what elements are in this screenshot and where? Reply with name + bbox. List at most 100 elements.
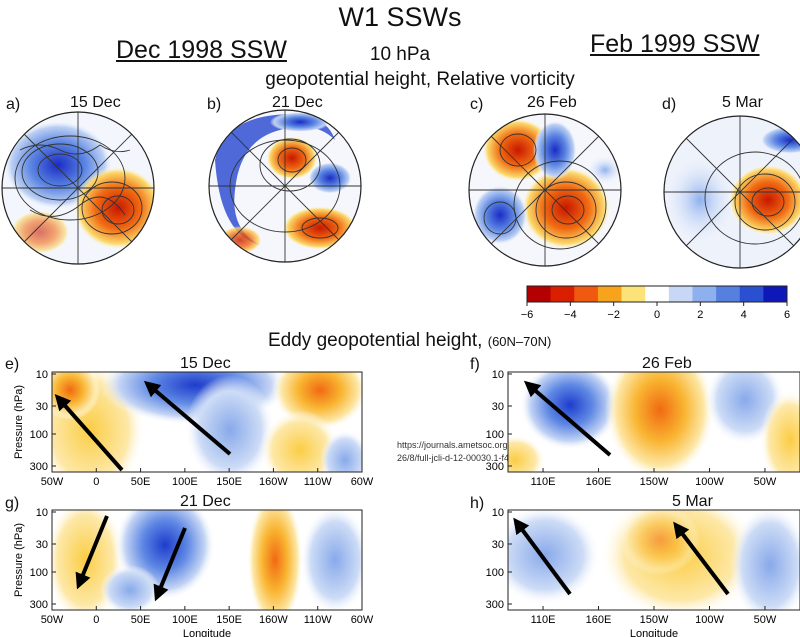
level-label: 10 hPa — [369, 44, 431, 65]
x-tick-label: 60W — [351, 614, 374, 626]
colorbar-segment — [739, 286, 764, 302]
panel-title-b: 21 Dec — [272, 94, 323, 111]
axes-g — [51, 509, 363, 611]
arrow-e-1 — [54, 394, 124, 472]
arrow-h-1 — [513, 517, 572, 596]
colorbar-tick-label: 2 — [697, 309, 703, 321]
panel-label-d: d) — [662, 96, 677, 113]
x-tick-label: 60W — [351, 476, 374, 488]
panel-title-h: 5 Mar — [672, 493, 713, 510]
x-tick-label: 50W — [754, 614, 777, 626]
figure-title: W1 SSWs — [338, 2, 462, 32]
colorbar-segment — [527, 286, 551, 302]
y-tick-label: 10 — [492, 507, 504, 519]
arrow-h-2 — [673, 521, 730, 596]
panel-label-h: h) — [470, 495, 485, 512]
eddy-title-text: Eddy geopotential height, — [268, 330, 483, 351]
colorbar-segment — [621, 286, 646, 302]
map-a — [2, 112, 154, 264]
panel-label-e: e) — [5, 356, 20, 373]
x-tick-label: 110W — [304, 476, 333, 488]
map-d — [664, 116, 800, 268]
x-tick-label: 50E — [131, 614, 151, 626]
colorbar-tick-label: −6 — [521, 309, 534, 321]
arrow-f-1 — [523, 380, 612, 457]
x-tick-label: 100E — [172, 614, 198, 626]
colorbar-segment — [668, 286, 693, 302]
y-tick-label: 300 — [30, 599, 48, 611]
y-tick-label: 100 — [486, 567, 504, 579]
colorbar-tick-label: 0 — [654, 309, 660, 321]
x-tick-label: 0 — [93, 476, 99, 488]
panel-label-b: b) — [207, 96, 222, 113]
x-tick-label: 150E — [216, 614, 242, 626]
arrow-e-2 — [143, 380, 232, 456]
y-tick-label: 10 — [36, 507, 48, 519]
x-tick-label: 100W — [695, 476, 724, 488]
panel-title-g: 21 Dec — [180, 493, 231, 510]
colorbar-tick-label: −2 — [607, 309, 620, 321]
panel-label-f: f) — [470, 356, 480, 373]
y-tick-label: 300 — [486, 461, 504, 473]
x-tick-label: 150W — [640, 476, 669, 488]
panel-label-c: c) — [470, 96, 484, 113]
x-tick-label: 50W — [41, 476, 64, 488]
arrow-g-2 — [153, 527, 187, 602]
y-tick-label: 300 — [30, 461, 48, 473]
arrow-g-1 — [75, 515, 109, 590]
panel-label-a: a) — [6, 96, 21, 113]
plot-area-f — [508, 372, 800, 472]
case-label-dec-1998: Dec 1998 SSW — [116, 36, 287, 64]
colorbar-segment — [763, 286, 788, 302]
source-url: https://journals.ametsoc.org/view/journa… — [397, 440, 584, 463]
y-tick-label: 100 — [486, 429, 504, 441]
x-axis-label: Longitude — [630, 628, 678, 637]
x-tick-label: 110E — [531, 614, 556, 626]
x-tick-label: 110E — [531, 476, 556, 488]
axes-e — [51, 371, 363, 473]
x-tick-label: 100E — [172, 476, 198, 488]
case-label-feb-1999: Feb 1999 SSW — [590, 30, 760, 58]
x-tick-label: 110W — [304, 614, 333, 626]
colorbar-segment — [574, 286, 599, 302]
panel-title-a: 15 Dec — [70, 94, 121, 111]
x-tick-label: 160E — [586, 476, 612, 488]
colorbar-segment — [550, 286, 575, 302]
y-tick-label: 30 — [492, 401, 504, 413]
panel-title-f: 26 Feb — [642, 355, 692, 372]
y-tick-label: 10 — [492, 369, 504, 381]
x-tick-label: 160W — [259, 614, 288, 626]
x-tick-label: 150E — [216, 476, 242, 488]
x-tick-label: 100W — [695, 614, 724, 626]
x-tick-label: 160W — [259, 476, 288, 488]
map-fields-label: geopotential height, Relative vorticity — [265, 69, 575, 90]
eddy-latitude-band: (60N–70N) — [487, 334, 552, 349]
y-tick-label: 10 — [36, 369, 48, 381]
y-axis-label: Pressure (hPa) — [13, 523, 25, 597]
x-tick-label: 150W — [640, 614, 669, 626]
y-tick-label: 300 — [486, 599, 504, 611]
panel-label-g: g) — [5, 495, 20, 512]
x-tick-label: 160E — [586, 614, 612, 626]
x-tick-label: 50W — [754, 476, 777, 488]
y-tick-label: 30 — [492, 539, 504, 551]
colorbar-segment — [645, 286, 670, 302]
colorbar-tick-label: −4 — [564, 309, 577, 321]
map-c — [469, 114, 621, 266]
x-axis-label: Longitude — [183, 628, 231, 637]
colorbar-segment — [597, 286, 622, 302]
panel-title-c: 26 Feb — [527, 94, 577, 111]
x-tick-label: 0 — [93, 614, 99, 626]
y-tick-label: 30 — [36, 401, 48, 413]
y-tick-label: 100 — [30, 567, 48, 579]
colorbar-segment — [716, 286, 741, 302]
panel-title-e: 15 Dec — [180, 355, 231, 372]
y-tick-label: 100 — [30, 429, 48, 441]
colorbar-tick-label: 4 — [741, 309, 747, 321]
x-tick-label: 50W — [41, 614, 64, 626]
x-tick-label: 50E — [131, 476, 151, 488]
panel-title-d: 5 Mar — [722, 94, 763, 111]
y-tick-label: 30 — [36, 539, 48, 551]
